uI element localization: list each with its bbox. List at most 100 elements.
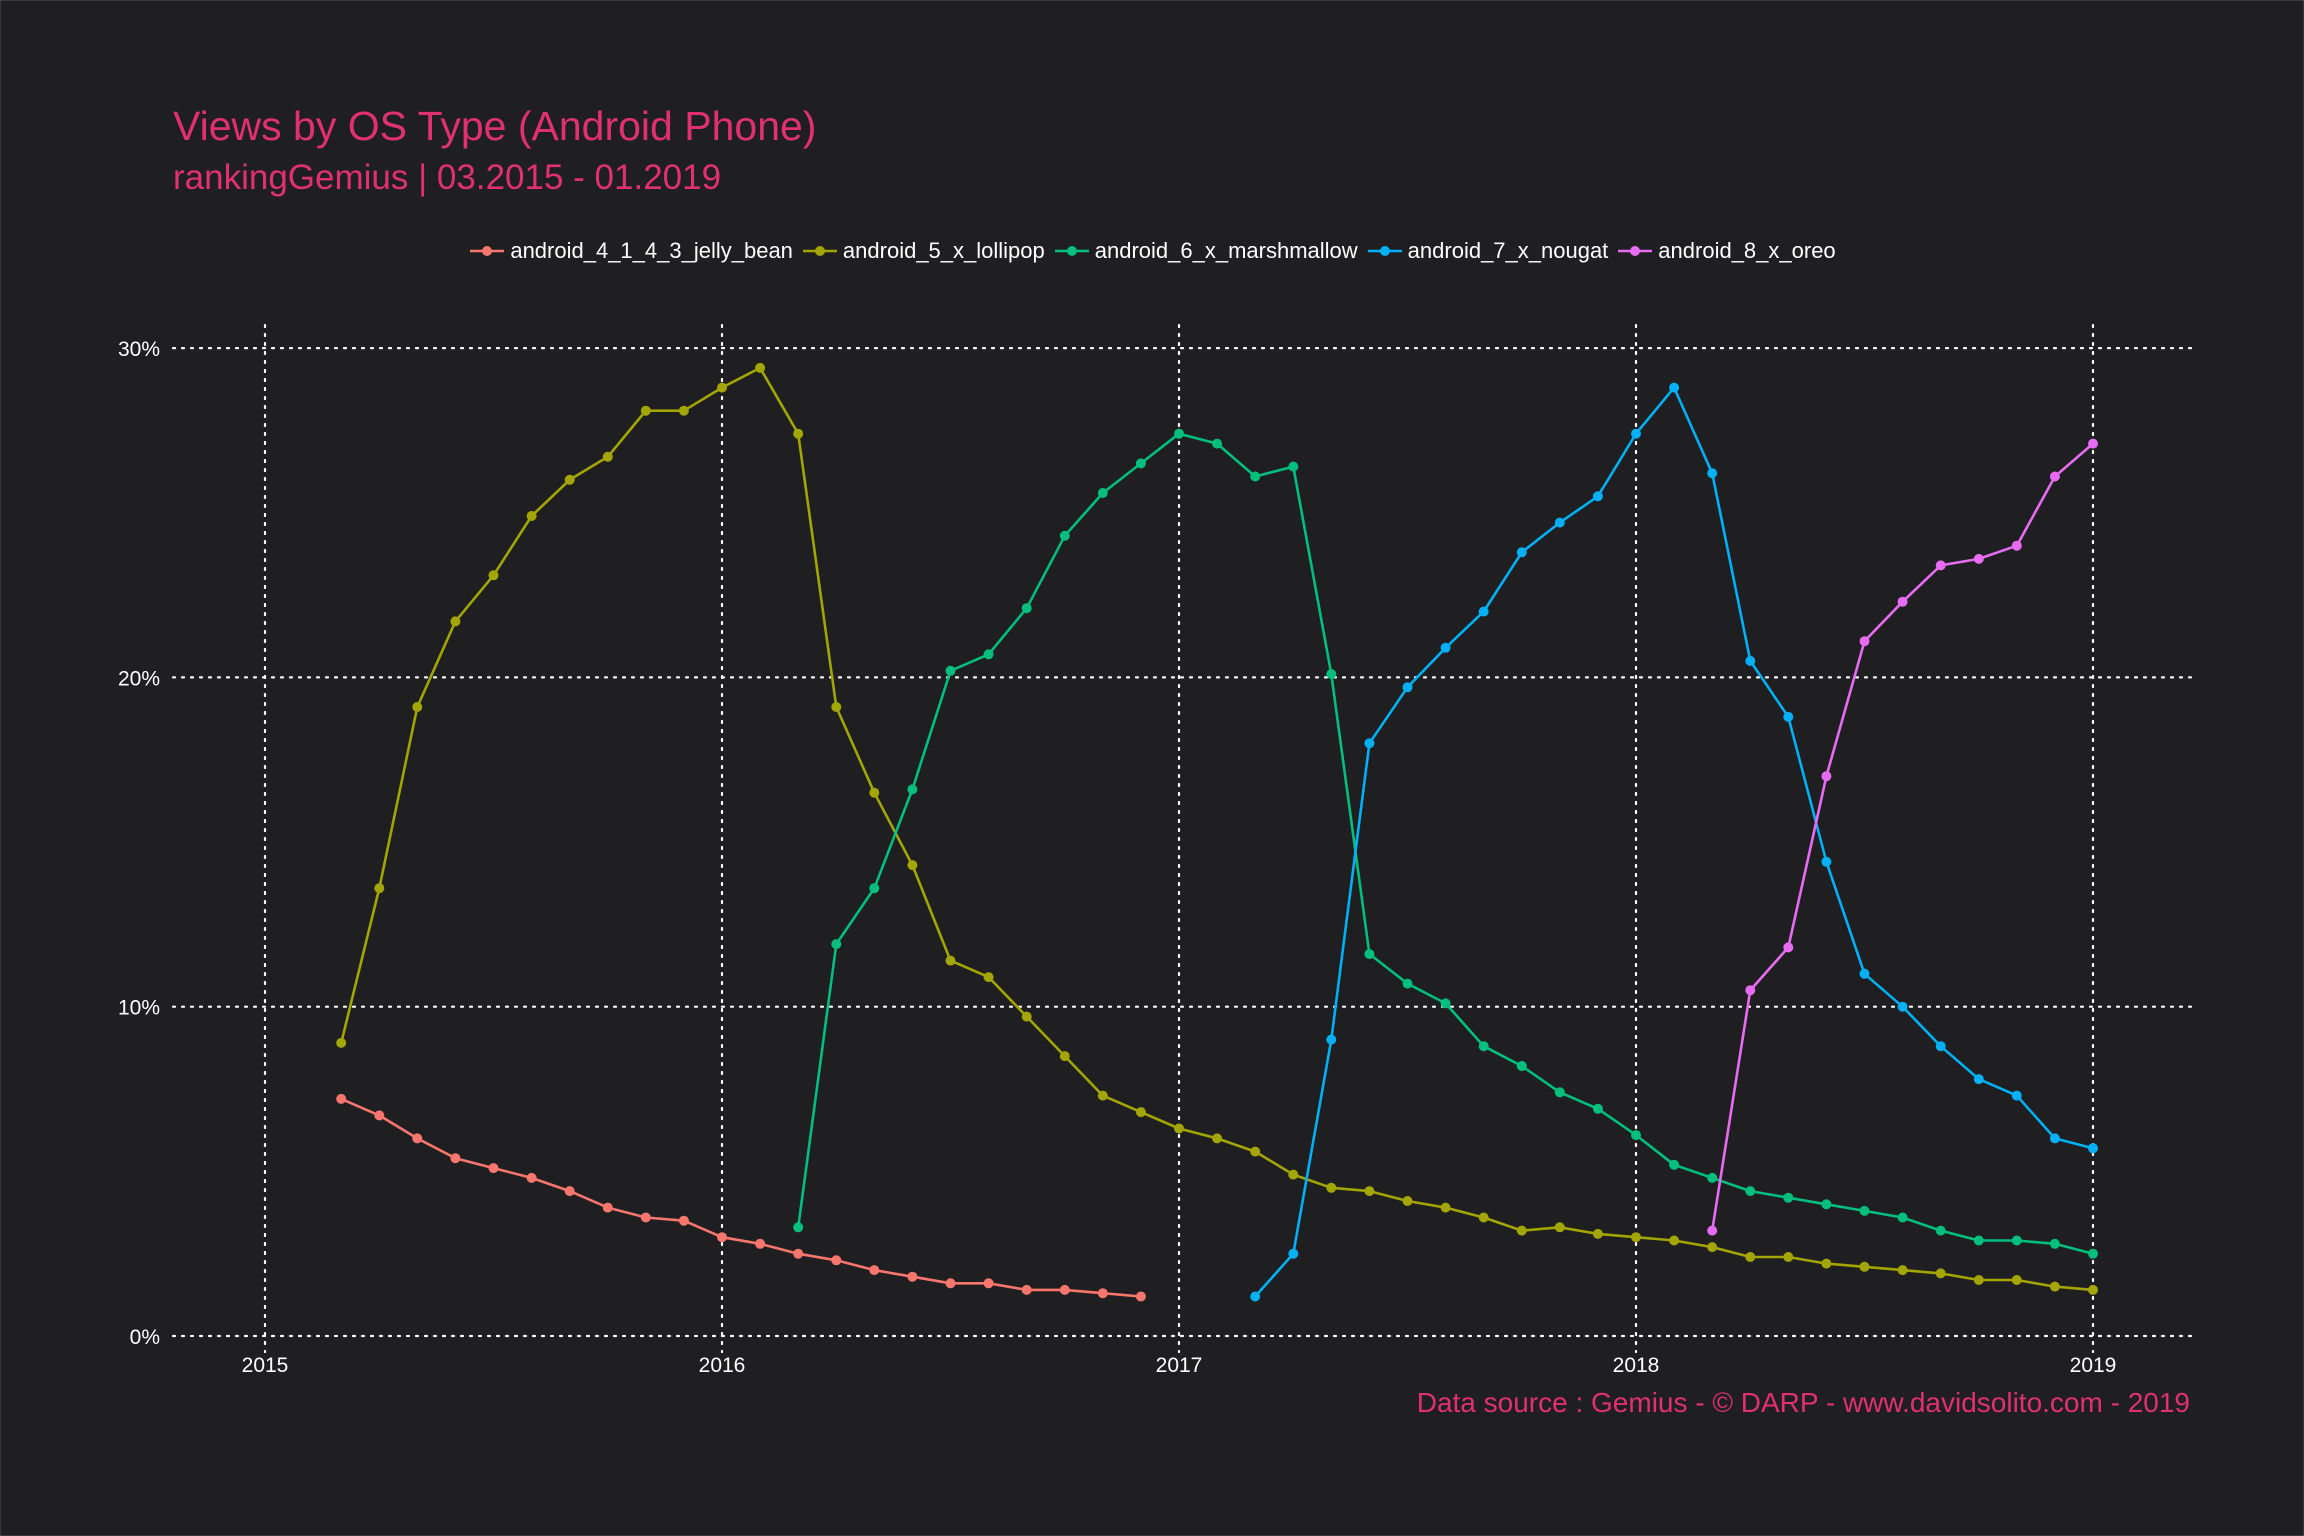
series-line-android_5_x_lollipop: [339, 366, 2094, 1292]
data-point: [1897, 1212, 1908, 1223]
data-point: [1059, 530, 1070, 541]
series-line-android_6_x_marshmallow: [796, 432, 2094, 1255]
legend-key-icon: [801, 241, 839, 261]
data-point: [1554, 1087, 1565, 1098]
data-point: [1326, 669, 1337, 680]
data-point: [2049, 471, 2060, 482]
data-point: [1973, 553, 1984, 564]
legend-item: android_7_x_nougat: [1366, 238, 1609, 264]
data-point: [1212, 438, 1223, 449]
data-point: [526, 1172, 537, 1183]
legend-label: android_7_x_nougat: [1407, 238, 1609, 263]
data-point: [1707, 1172, 1718, 1183]
series-line-android_8_x_oreo: [1710, 442, 2094, 1231]
data-point: [2011, 540, 2022, 551]
data-point: [717, 1232, 727, 1243]
series-line-android_4_1_4_3_jelly_bean: [340, 1097, 1142, 1298]
data-point: [1897, 596, 1908, 607]
data-point: [2049, 1133, 2060, 1144]
data-point: [1745, 655, 1756, 666]
data-point: [2049, 1281, 2060, 1292]
data-point: [793, 428, 804, 439]
legend-label: android_4_1_4_3_jelly_bean: [510, 238, 793, 263]
data-point: [1783, 942, 1794, 953]
data-point: [1554, 1222, 1565, 1233]
data-point: [1440, 1202, 1451, 1213]
data-point: [1745, 1186, 1756, 1197]
data-point: [717, 382, 727, 393]
data-point: [412, 1133, 423, 1144]
data-point: [1783, 1252, 1794, 1262]
data-point: [1174, 1123, 1184, 1134]
data-point: [1516, 547, 1527, 558]
data-point: [1859, 1205, 1870, 1216]
data-point: [1402, 978, 1413, 989]
data-point: [869, 787, 880, 798]
data-point: [1135, 1291, 1146, 1302]
x-tick-label: 2017: [1156, 1354, 1203, 1377]
data-point: [1250, 471, 1261, 482]
data-point: [1288, 1248, 1299, 1259]
data-point: [1669, 1235, 1680, 1246]
data-point: [2049, 1238, 2060, 1249]
data-point: [1821, 1199, 1832, 1210]
data-point: [1478, 606, 1489, 617]
data-point: [831, 1255, 842, 1266]
data-point: [374, 883, 385, 894]
data-point: [907, 784, 918, 795]
data-point: [1326, 1034, 1337, 1045]
data-point: [1554, 517, 1565, 528]
legend-key-icon: [1053, 241, 1091, 261]
data-point: [1707, 1242, 1718, 1253]
data-point: [1516, 1225, 1527, 1236]
data-point: [1021, 603, 1032, 614]
data-point: [755, 1238, 766, 1249]
legend-label: android_5_x_lollipop: [842, 238, 1045, 263]
data-point: [1364, 949, 1375, 959]
data-point: [1021, 1011, 1032, 1022]
data-point: [907, 1271, 918, 1282]
data-point: [983, 972, 994, 983]
data-point: [1326, 1182, 1337, 1193]
legend: android_4_1_4_3_jelly_bean android_5_x_lo…: [0, 238, 2304, 264]
data-point: [1592, 491, 1603, 502]
legend-item: android_6_x_marshmallow: [1053, 238, 1358, 264]
data-point: [640, 1212, 651, 1223]
data-point: [1174, 428, 1184, 439]
data-point: [564, 474, 575, 485]
data-point: [1973, 1074, 1984, 1085]
data-point: [2011, 1275, 2022, 1285]
data-point: [2011, 1235, 2022, 1246]
data-point: [1859, 1261, 1870, 1272]
data-point: [1478, 1041, 1489, 1052]
data-point: [564, 1186, 575, 1197]
data-point: [1897, 1001, 1908, 1012]
data-point: [602, 451, 613, 462]
data-point: [1021, 1284, 1032, 1295]
x-tick-label: 2016: [699, 1354, 746, 1377]
data-point: [1631, 428, 1641, 439]
chart-subtitle: rankingGemius | 03.2015 - 01.2019: [173, 158, 722, 197]
data-point: [1402, 682, 1413, 693]
data-point: [488, 570, 499, 581]
data-point: [450, 616, 461, 627]
data-point: [907, 860, 918, 871]
data-point: [869, 883, 880, 894]
data-point: [640, 405, 651, 416]
data-point: [1859, 636, 1870, 647]
data-point: [1821, 771, 1832, 782]
data-point: [412, 702, 423, 712]
data-point: [983, 1278, 994, 1289]
data-point: [1935, 1268, 1946, 1279]
legend-label: android_6_x_marshmallow: [1094, 238, 1358, 263]
data-point: [1135, 458, 1146, 469]
data-point: [1821, 1258, 1832, 1269]
data-point: [1935, 1041, 1946, 1052]
data-point: [945, 955, 956, 966]
data-point: [1783, 1192, 1794, 1203]
data-point: [1669, 1159, 1680, 1170]
data-point: [1364, 1186, 1375, 1197]
data-point: [1440, 642, 1451, 653]
data-point: [1935, 1225, 1946, 1236]
